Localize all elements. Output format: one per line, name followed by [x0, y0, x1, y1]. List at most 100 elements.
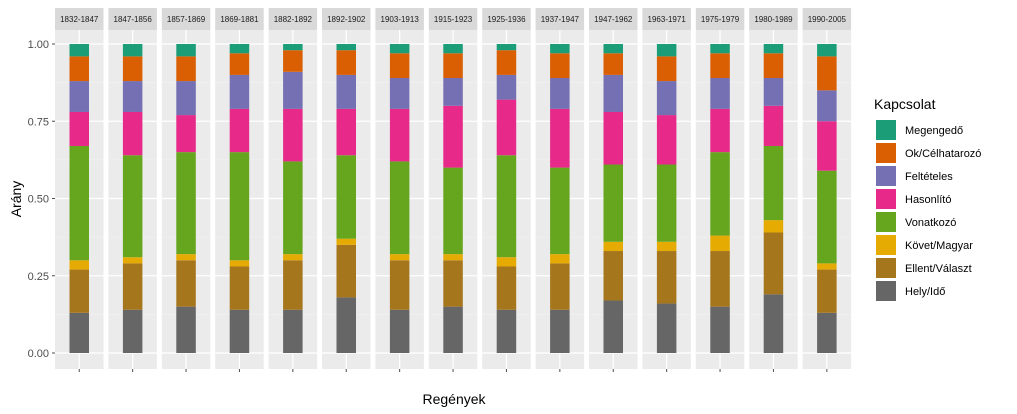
- bar-segment: [817, 44, 837, 57]
- facet-strip-label: 1937-1947: [541, 15, 580, 24]
- x-axis-title: Regények: [422, 391, 486, 407]
- facet-panel: 1947-1962: [589, 8, 638, 372]
- facet-strip-label: 1915-1923: [434, 15, 473, 24]
- bar-segment: [710, 251, 730, 307]
- bar-segment: [496, 257, 517, 267]
- bar-segment: [229, 74, 250, 109]
- bar-segment: [443, 53, 463, 78]
- facet-panel: 1963-1971: [642, 8, 691, 372]
- bar-segment: [283, 44, 303, 51]
- bar-segment: [710, 77, 730, 109]
- bar-segment: [122, 111, 143, 156]
- bar-segment: [496, 99, 517, 156]
- legend-key: [876, 212, 896, 232]
- facet-panel: 1975-1979: [695, 8, 745, 372]
- facet-panel: 1847-1856: [108, 8, 157, 372]
- bar-segment: [656, 303, 677, 353]
- bar-segment: [656, 115, 677, 165]
- bar-segment: [603, 300, 623, 353]
- bar-segment: [389, 53, 410, 78]
- bar-segment: [763, 294, 784, 353]
- bar-segment: [710, 44, 730, 54]
- bar-segment: [550, 263, 570, 310]
- y-tick-label: 0.25: [28, 271, 49, 283]
- bar-segment: [656, 251, 677, 304]
- bar-segment: [336, 74, 356, 109]
- bar-segment: [69, 81, 89, 112]
- facet-strip-label: 1847-1856: [114, 15, 153, 24]
- bar-segment: [443, 44, 463, 54]
- bar-segment: [336, 44, 356, 51]
- legend-label: Követ/Magyar: [905, 240, 973, 252]
- bar-segment: [656, 164, 677, 242]
- bar-segment: [69, 56, 89, 82]
- bar-segment: [229, 44, 250, 54]
- bar-segment: [336, 50, 356, 75]
- bar-segment: [176, 44, 196, 57]
- bar-segment: [817, 269, 837, 313]
- bar-segment: [817, 121, 837, 171]
- bar-segment: [603, 111, 623, 165]
- bar-segment: [122, 263, 143, 310]
- facet-strip-label: 1857-1869: [167, 15, 206, 24]
- y-tick-label: 1.00: [28, 39, 49, 51]
- bar-segment: [336, 238, 356, 245]
- bar-segment: [763, 44, 784, 54]
- bar-segment: [283, 260, 303, 310]
- bar-segment: [176, 81, 196, 116]
- bar-segment: [656, 44, 677, 57]
- legend-label: Ellent/Választ: [905, 263, 972, 275]
- bar-segment: [603, 53, 623, 75]
- facet-strip-label: 1903-1913: [381, 15, 420, 24]
- facet-panel: 1937-1947: [535, 8, 585, 372]
- bar-segment: [710, 235, 730, 252]
- bar-segment: [656, 241, 677, 252]
- legend-key: [876, 166, 896, 186]
- bar-segment: [443, 306, 463, 353]
- bar-segment: [122, 155, 143, 258]
- bar-segment: [443, 167, 463, 255]
- facet-strip: [268, 8, 318, 30]
- facet-strip-label: 1892-1902: [327, 15, 366, 24]
- facet-strip-label: 1869-1881: [220, 15, 259, 24]
- bar-segment: [656, 81, 677, 116]
- bar-segment: [550, 44, 570, 54]
- bar-segment: [122, 257, 143, 264]
- bar-segment: [69, 44, 89, 57]
- bar-segment: [389, 108, 410, 162]
- legend-key: [876, 143, 896, 163]
- facet-panel: 1903-1913: [375, 8, 424, 372]
- legend-items: Megengedő Ok/Célhatarozó Feltételes Hasonlí…: [876, 120, 981, 301]
- bar-segment: [710, 108, 730, 153]
- bar-segment: [710, 306, 730, 353]
- bar-segment: [176, 260, 196, 307]
- bar-segment: [817, 263, 837, 270]
- bar-segment: [176, 56, 196, 82]
- facet-strip: [482, 8, 531, 30]
- bar-segment: [603, 241, 623, 252]
- legend-key: [876, 281, 896, 301]
- legend-label: Hely/Idő: [905, 286, 945, 298]
- bar-segment: [122, 44, 143, 57]
- facet-strip: [215, 8, 264, 30]
- facet-panel: 1857-1869: [161, 8, 211, 372]
- bar-segment: [69, 260, 89, 270]
- facet-strip: [108, 8, 157, 30]
- bar-segment: [389, 77, 410, 109]
- bar-segment: [496, 44, 517, 51]
- bar-segment: [603, 74, 623, 112]
- bar-segment: [496, 155, 517, 258]
- bar-segment: [389, 44, 410, 54]
- bar-segment: [229, 266, 250, 310]
- legend-key: [876, 258, 896, 278]
- bar-segment: [763, 105, 784, 146]
- facet-panel: 1915-1923: [428, 8, 478, 372]
- bar-segment: [283, 309, 303, 353]
- bar-segment: [496, 309, 517, 353]
- facet-strip-label: 1882-1892: [274, 15, 313, 24]
- bar-segment: [283, 71, 303, 109]
- facet-strip: [535, 8, 585, 30]
- facet-strip-label: 1925-1936: [487, 15, 526, 24]
- bar-segment: [443, 260, 463, 307]
